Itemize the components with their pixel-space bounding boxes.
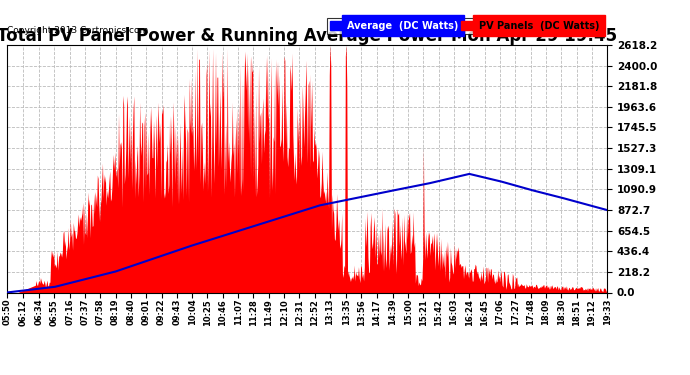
Title: Total PV Panel Power & Running Average Power Mon Apr 29 19:45: Total PV Panel Power & Running Average P… — [0, 27, 617, 45]
Text: Copyright 2013 Cartronics.com: Copyright 2013 Cartronics.com — [7, 26, 148, 35]
Legend: Average  (DC Watts), PV Panels  (DC Watts): Average (DC Watts), PV Panels (DC Watts) — [326, 18, 602, 33]
